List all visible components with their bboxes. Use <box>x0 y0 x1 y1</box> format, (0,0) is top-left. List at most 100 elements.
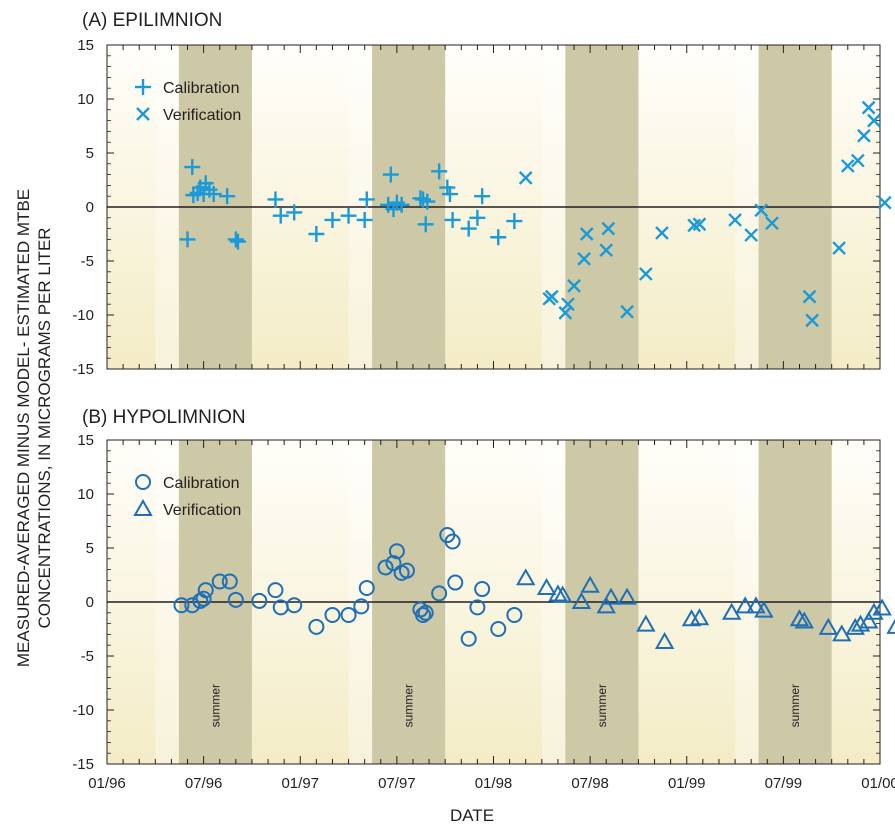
data-point-verification-b <box>518 170 533 185</box>
x-tick-label: 01/99 <box>668 775 706 792</box>
data-point-verification <box>744 228 759 242</box>
data-point-calibration <box>251 592 268 609</box>
data-point-calibration <box>417 216 434 233</box>
data-point-verification <box>735 596 755 614</box>
y-tick-label: 10 <box>77 91 94 108</box>
x-tick-label: 01/98 <box>475 775 513 792</box>
data-point-calibration <box>393 196 410 213</box>
data-point-calibration <box>506 606 523 623</box>
y-tick-label: 10 <box>77 486 94 503</box>
data-point-verification <box>805 313 820 328</box>
data-point-verification <box>655 226 669 240</box>
data-point-verification <box>567 278 581 293</box>
data-point-verification-b <box>744 228 759 242</box>
x-tick-label: 07/98 <box>571 775 609 792</box>
y-tick-label: 0 <box>86 199 94 216</box>
data-point-calibration <box>205 186 222 203</box>
legend-marker-calibration <box>135 79 151 95</box>
data-point-calibration <box>356 211 373 228</box>
legend-label-calibration: Calibration <box>163 475 239 492</box>
data-point-verification <box>802 289 817 304</box>
data-point-calibration <box>219 188 236 205</box>
data-point-verification <box>636 614 656 632</box>
legend-label-verification: Verification <box>163 502 241 519</box>
data-point-verification-b <box>754 203 769 218</box>
data-point-calibration <box>195 590 212 607</box>
data-point-calibration <box>173 597 190 614</box>
data-point-verification-b <box>599 243 614 258</box>
x-tick-label: 01/96 <box>88 775 126 792</box>
data-point-verification <box>518 170 533 185</box>
data-point-verification <box>886 618 895 634</box>
data-point-verification <box>754 203 769 218</box>
series-verification <box>515 568 895 649</box>
series-calibration <box>179 159 523 250</box>
data-point-calibration <box>229 233 246 250</box>
x-axis-title: DATE <box>450 806 494 825</box>
data-point-verification-b <box>802 289 817 304</box>
data-point-calibration <box>184 159 201 176</box>
data-point-verification <box>858 611 879 629</box>
data-point-verification <box>558 305 573 320</box>
data-point-verification <box>596 596 616 614</box>
data-point-calibration <box>272 207 289 224</box>
data-point-calibration <box>382 166 399 183</box>
series-calibration <box>173 527 523 647</box>
y-tick-label: -15 <box>72 361 94 378</box>
data-point-calibration <box>358 191 375 208</box>
data-point-verification <box>617 587 637 605</box>
data-point-calibration <box>227 231 244 248</box>
y-tick-label: -10 <box>72 307 94 324</box>
legend-label-calibration: Calibration <box>163 80 239 97</box>
data-point-verification-b <box>545 289 559 304</box>
legend-marker-calibration <box>135 474 151 490</box>
data-point-verification <box>794 611 814 629</box>
data-point-verification <box>851 153 865 168</box>
series-verification <box>518 100 892 328</box>
data-point-verification-b <box>832 241 846 255</box>
y-tick-label: -10 <box>72 702 94 719</box>
data-point-calibration <box>377 559 394 576</box>
data-point-calibration <box>441 186 458 203</box>
legend-marker-verification <box>136 107 150 121</box>
data-point-calibration <box>419 193 436 210</box>
data-point-calibration <box>353 598 370 615</box>
data-point-verification <box>601 587 621 605</box>
data-point-verification <box>789 609 810 627</box>
y-tick-label: 5 <box>86 540 94 557</box>
data-point-calibration <box>506 213 523 230</box>
data-point-verification <box>689 608 710 626</box>
data-point-verification-b <box>561 297 575 312</box>
data-point-verification <box>818 617 839 635</box>
data-point-calibration <box>308 226 325 242</box>
data-point-verification-b <box>805 313 820 328</box>
data-point-calibration <box>286 204 303 221</box>
summer-label: summer <box>595 684 609 727</box>
data-point-verification <box>832 241 846 255</box>
data-point-calibration <box>460 630 477 647</box>
y-tick-label: 0 <box>86 594 94 611</box>
data-point-calibration <box>324 606 341 623</box>
data-point-verification-b <box>765 216 779 231</box>
data-point-calibration <box>267 582 284 599</box>
data-point-calibration <box>469 209 486 226</box>
data-point-verification <box>721 602 742 620</box>
data-point-calibration <box>358 579 375 596</box>
data-point-verification-b <box>851 153 865 168</box>
data-point-verification <box>840 159 855 173</box>
data-point-verification <box>728 213 742 227</box>
data-point-verification <box>850 614 871 632</box>
data-point-calibration <box>431 585 448 602</box>
data-point-verification <box>765 216 779 231</box>
data-point-calibration <box>431 163 448 180</box>
data-point-calibration <box>444 211 461 228</box>
data-point-calibration <box>415 606 432 623</box>
epilimnion-panel: -15 -10 -5 0 5 10 15 (A) EPILIMNION Calibration V… <box>72 10 892 378</box>
data-point-calibration <box>227 591 244 608</box>
y-tick-label: -15 <box>72 756 94 773</box>
data-point-verification <box>571 591 592 609</box>
data-point-verification-b <box>867 113 881 128</box>
data-point-verification-b <box>567 278 581 293</box>
y-axis-title-line-2: CONCENTRATIONS, IN MICROGRAMS PER LITER <box>35 227 54 628</box>
